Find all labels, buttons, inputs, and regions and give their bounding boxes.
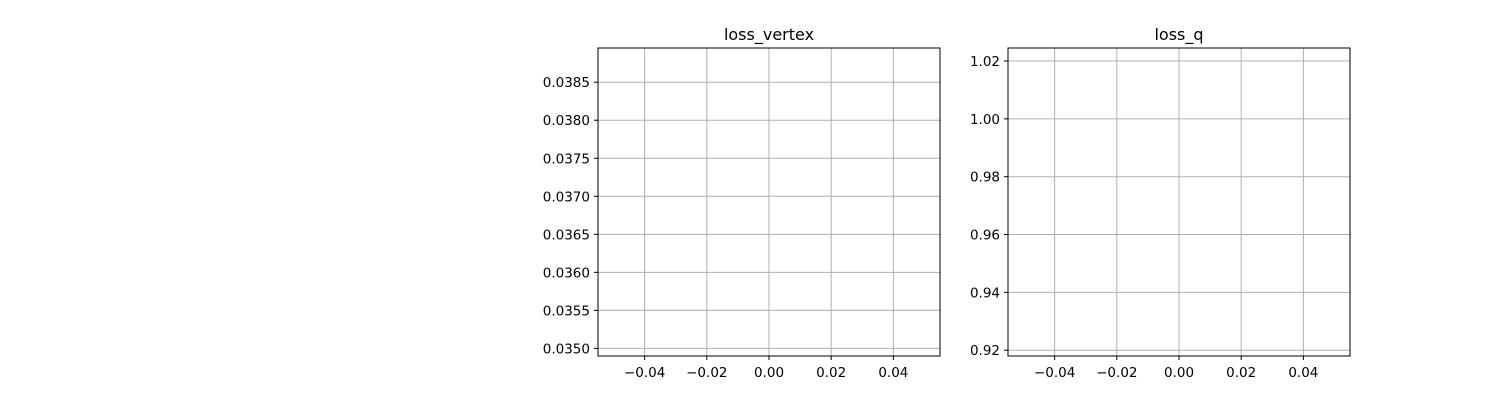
loss-q-ticks: −0.04 −0.02 0.00 0.02 0.04 0.92 0.94 0.96 0.98 1.…: [970, 54, 1318, 381]
loss-vertex-y-tick-label: 0.0385: [543, 75, 590, 91]
loss-q-x-tick-label: −0.04: [1034, 365, 1075, 381]
loss-q-y-tick-label: 1.02: [970, 54, 1000, 70]
loss-vertex-x-tick-label: −0.04: [624, 365, 665, 381]
loss-vertex-y-tick-label: 0.0365: [543, 227, 590, 243]
loss-vertex-x-tick-label: 0.02: [816, 365, 846, 381]
loss-q-x-tick-label: 0.00: [1164, 365, 1194, 381]
loss-q-y-tick-label: 0.92: [970, 343, 1000, 359]
loss-q-x-tick-label: 0.02: [1226, 365, 1256, 381]
loss-q-y-tick-label: 1.00: [970, 112, 1000, 128]
loss-vertex-y-tick-label: 0.0355: [543, 303, 590, 319]
loss-q-title: loss_q: [1154, 25, 1203, 45]
loss-q-y-tick-label: 0.98: [970, 170, 1000, 186]
loss-q-y-tick-label: 0.94: [970, 285, 1000, 301]
loss-q-y-tick-label: 0.96: [970, 228, 1000, 244]
loss-vertex-y-tick-label: 0.0370: [543, 189, 590, 205]
loss-vertex-y-tick-label: 0.0380: [543, 113, 590, 129]
loss-vertex-y-tick-label: 0.0360: [543, 265, 590, 281]
loss-vertex-ticks: −0.04 −0.02 0.00 0.02 0.04 0.0350 0.0355 0.0360…: [543, 75, 909, 381]
loss-q-panel: loss_q −0.04 −0.02 0.00 0.02 0.04 0.92 0.94 0.9…: [970, 25, 1351, 381]
loss-vertex-grid: [598, 48, 940, 356]
loss-vertex-x-tick-label: 0.04: [878, 365, 908, 381]
loss-vertex-title: loss_vertex: [724, 25, 814, 45]
loss-vertex-y-tick-label: 0.0350: [543, 341, 590, 357]
loss-q-x-tick-label: 0.04: [1288, 365, 1318, 381]
loss-vertex-x-tick-label: 0.00: [754, 365, 784, 381]
loss-vertex-y-tick-label: 0.0375: [543, 151, 590, 167]
loss-q-grid: [1008, 48, 1350, 356]
loss-vertex-x-tick-label: −0.02: [686, 365, 727, 381]
loss-q-x-tick-label: −0.02: [1096, 365, 1137, 381]
loss-vertex-panel: loss_vertex −0.04 −0.02 0.00 0.02 0.04 0.0350…: [543, 25, 941, 381]
